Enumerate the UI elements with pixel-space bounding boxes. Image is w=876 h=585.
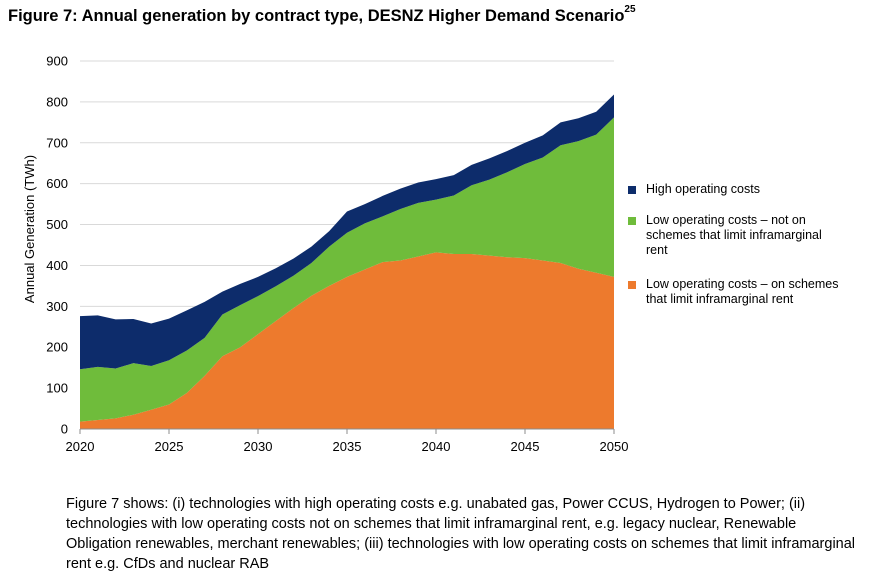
x-tick-label: 2020 <box>66 439 95 454</box>
legend-item-low-costs-not-on-schemes: Low operating costs – not on schemes tha… <box>628 213 846 258</box>
y-tick-label: 600 <box>46 176 68 191</box>
x-tick-label: 2025 <box>155 439 184 454</box>
legend-label: Low operating costs – not on schemes tha… <box>646 213 822 257</box>
x-tick-label: 2045 <box>511 439 540 454</box>
x-tick-label: 2040 <box>422 439 451 454</box>
figure-title-text: Figure 7: Annual generation by contract … <box>8 7 625 25</box>
y-tick-label: 300 <box>46 299 68 314</box>
area-series-0 <box>80 252 614 429</box>
legend-swatch <box>628 281 636 289</box>
stacked-areas <box>80 94 614 429</box>
legend-swatch <box>628 186 636 194</box>
area-series-2 <box>80 94 614 370</box>
y-tick-label: 900 <box>46 54 68 69</box>
y-tick-label: 800 <box>46 94 68 109</box>
legend-label: Low operating costs – on schemes that li… <box>646 277 839 306</box>
y-axis-label: Annual Generation (TWh) <box>22 155 37 303</box>
y-tick-label: 100 <box>46 381 68 396</box>
figure-title: Figure 7: Annual generation by contract … <box>8 4 636 26</box>
y-tick-label: 0 <box>61 422 68 437</box>
y-tick-label: 500 <box>46 217 68 232</box>
legend-swatch <box>628 217 636 225</box>
figure-caption: Figure 7 shows: (i) technologies with hi… <box>66 496 856 572</box>
legend-label: High operating costs <box>646 182 760 196</box>
x-tick-label: 2050 <box>600 439 629 454</box>
y-tick-label: 400 <box>46 258 68 273</box>
area-series-1 <box>80 117 614 422</box>
area-chart: 0 100 200 300 400 500 600 700 800 900 2020 2025 2030… <box>22 54 628 455</box>
x-tick-label: 2030 <box>244 439 273 454</box>
legend-item-high-operating-costs: High operating costs <box>628 182 846 197</box>
x-tick-label: 2035 <box>333 439 362 454</box>
y-tick-label: 200 <box>46 340 68 355</box>
y-tick-label: 700 <box>46 135 68 150</box>
title-footnote-marker: 25 <box>624 4 636 15</box>
legend-item-low-costs-on-schemes: Low operating costs – on schemes that li… <box>628 277 846 307</box>
axes: 0 100 200 300 400 500 600 700 800 900 2020 2025 2030… <box>46 54 628 455</box>
